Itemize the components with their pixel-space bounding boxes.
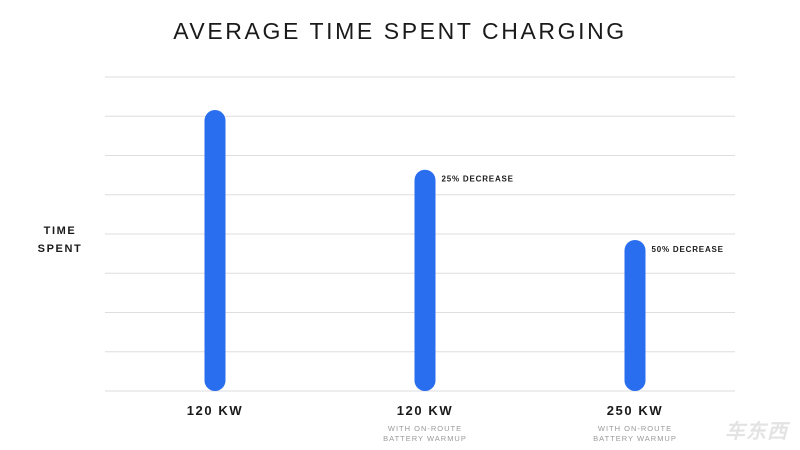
bar-annotation: 25% DECREASE [442, 175, 514, 184]
bar [624, 239, 646, 391]
bar [204, 110, 226, 391]
y-axis-label-line-1: TIME [43, 225, 77, 237]
category-sublabel: WITH ON-ROUTE [388, 424, 462, 433]
y-axis-label-line-2: SPENT [37, 243, 83, 255]
category-sublabel: BATTERY WARMUP [383, 434, 467, 443]
category-label: 250 KW [607, 403, 664, 418]
category-label: 120 KW [397, 403, 454, 418]
bar-annotation: 50% DECREASE [652, 245, 724, 254]
category-sublabel: WITH ON-ROUTE [598, 424, 672, 433]
category-label: 120 KW [187, 403, 244, 418]
y-axis-label: TIME SPENT [20, 222, 100, 258]
category-sublabel: BATTERY WARMUP [593, 434, 677, 443]
chart-title: AVERAGE TIME SPENT CHARGING [173, 18, 627, 44]
bar [414, 169, 436, 391]
watermark-logo: 车东西 [725, 421, 788, 443]
